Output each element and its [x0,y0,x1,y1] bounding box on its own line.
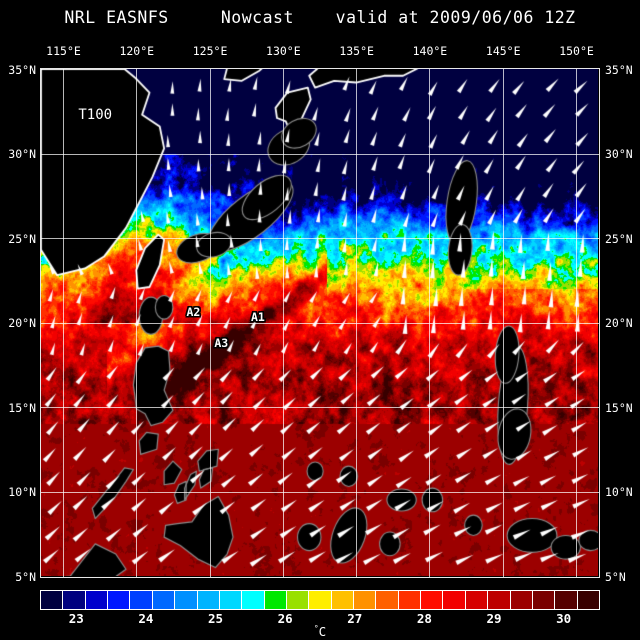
colorbar-tick: 29 [486,611,502,626]
colorbar-swatch [108,591,131,609]
colorbar-tick: 26 [277,611,293,626]
lon-tick-label: 125°E [192,44,228,58]
lon-tick-label: 150°E [559,44,594,58]
lon-tick-label: 120°E [119,44,155,58]
colorbar-swatch [376,591,399,609]
lat-tick-label-right: 15°N [605,400,633,415]
degree-symbol: ° [313,624,319,633]
lat-tick-label-left: 30°N [8,147,36,161]
map-label-t100: T100 [78,106,113,123]
colorbar-tick: 24 [138,611,154,626]
lon-tick-label: 145°E [485,44,521,58]
lat-tick-label-left: 10°N [8,485,36,499]
lat-tick-label-left: 35°N [8,62,36,77]
gridline-parallel [41,407,599,408]
colorbar-swatch [398,591,422,609]
lat-tick-label-right: 35°N [605,62,633,77]
page-title: NRL EASNFS Nowcast valid at 2009/06/06 1… [0,4,640,30]
map-plot-area[interactable]: T100 A2 A1 A3 [40,68,600,578]
colorbar-tick: 25 [208,611,224,626]
lat-tick-label-right: 25°N [605,231,633,246]
lon-tick-label: 135°E [339,44,374,58]
colorbar-swatch [219,591,243,609]
colorbar-tick: 23 [68,611,84,626]
colorbar-swatch [197,591,220,609]
celsius-letter: C [318,624,327,640]
colorbar-swatch [63,591,86,609]
colorbar-tick-labels: 23 24 25 26 27 28 29 30 [0,611,640,627]
colorbar-swatch [175,591,198,609]
colorbar-swatch [130,591,153,609]
lat-tick-label-left: 5°N [15,569,36,584]
colorbar-swatch [555,591,578,609]
lon-tick-label: 130°E [266,44,301,58]
colorbar-swatch [331,591,355,609]
colorbar-tick: 28 [416,611,432,626]
colorbar-tick: 30 [556,611,572,626]
colorbar-swatch [309,591,332,609]
lon-tick-label: 115°E [46,44,81,58]
lat-tick-label-right: 5°N [605,569,626,584]
title-text: NRL EASNFS Nowcast valid at 2009/06/06 1… [64,7,576,27]
lon-tick-label: 140°E [412,44,448,58]
colorbar-swatch [510,591,533,609]
colorbar-swatch [85,591,109,609]
colorbar-swatch [577,591,599,609]
gridline-parallel [41,322,599,324]
gridline-parallel [41,238,599,239]
map-label-a1: A1 [250,310,265,325]
colorbar-swatch [264,591,287,609]
colorbar-swatch [443,591,466,609]
colorbar-swatch [488,591,511,609]
colorbar-swatch [286,591,310,609]
colorbar-swatch [465,591,489,609]
colorbar-swatch [242,591,265,609]
gridline-parallel [41,153,599,155]
colorbar-swatch [421,591,444,609]
colorbar-swatch [152,591,176,609]
lat-tick-label-left: 20°N [8,316,36,330]
map-label-a3: A3 [214,335,229,350]
gridline-parallel [41,491,599,493]
colorbar-swatch [354,591,377,609]
temperature-colorbar[interactable] [40,590,600,610]
lat-tick-label-left: 25°N [8,231,36,246]
lat-tick-label-right: 10°N [605,485,633,499]
colorbar-swatch [41,591,64,609]
lat-tick-label-right: 30°N [605,147,633,161]
colorbar-tick: 27 [347,611,363,626]
colorbar-unit-label: °C [0,624,640,639]
lat-tick-label-right: 20°N [605,316,633,330]
lat-tick-label-left: 15°N [8,400,36,415]
colorbar-swatch [532,591,556,609]
map-label-a2: A2 [186,305,201,320]
